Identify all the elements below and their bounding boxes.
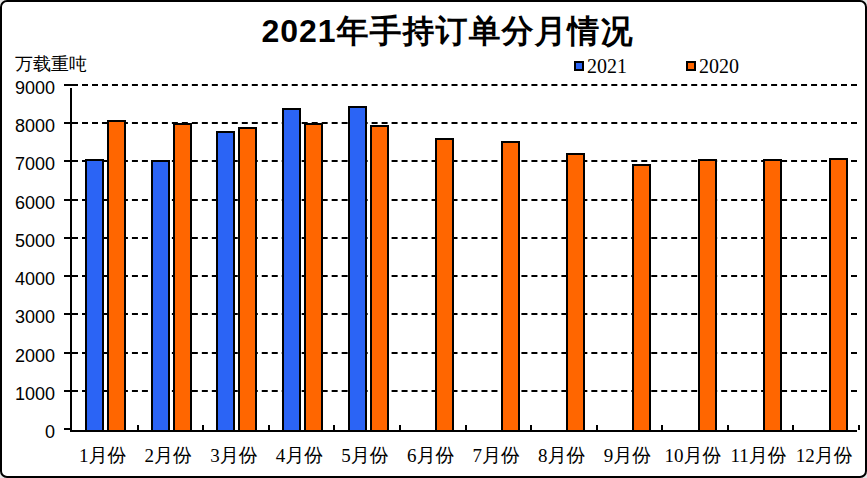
bar-2020-8月份 (566, 153, 585, 430)
gridline-9000 (72, 84, 857, 86)
y-axis-labels: 0100020003000400050006000700080009000 (2, 88, 58, 432)
x-axis-label-12月份: 12月份 (791, 444, 857, 468)
bar-2020-7月份 (501, 141, 520, 430)
bar-2021-4月份 (282, 108, 301, 430)
x-axis-boundary-tick-8 (596, 425, 598, 430)
x-axis-label-9月份: 9月份 (595, 444, 661, 468)
bar-2021-2月份 (151, 160, 170, 430)
y-axis-tick-7000 (64, 160, 72, 162)
x-axis-boundary-tick-2 (202, 425, 204, 430)
x-axis-boundary-tick-10 (727, 425, 729, 430)
y-axis-label-1000: 1000 (0, 383, 55, 405)
x-axis-label-5月份: 5月份 (332, 444, 398, 468)
y-axis-tick-5000 (64, 237, 72, 239)
bar-2021-1月份 (85, 159, 104, 430)
legend-item-2021: 2021 (574, 57, 627, 75)
y-axis-label-8000: 8000 (0, 115, 55, 137)
bar-2020-3月份 (238, 127, 257, 430)
bar-2020-2月份 (173, 123, 192, 430)
y-axis-label-0: 0 (0, 421, 55, 443)
plot-area (70, 88, 857, 432)
x-axis-boundary-tick-1 (137, 425, 139, 430)
y-axis-tick-0 (64, 428, 72, 430)
y-axis-label-2000: 2000 (0, 345, 55, 367)
y-axis-label-6000: 6000 (0, 192, 55, 214)
legend-label-2021: 2021 (587, 57, 627, 75)
y-axis-tick-6000 (64, 199, 72, 201)
x-axis-labels: 1月份2月份3月份4月份5月份6月份7月份8月份9月份10月份11月份12月份 (70, 444, 857, 472)
bar-2021-5月份 (348, 106, 367, 431)
x-axis-boundary-tick-5 (399, 425, 401, 430)
bar-2020-1月份 (107, 120, 126, 430)
bar-2020-4月份 (304, 123, 323, 430)
y-axis-tick-8000 (64, 122, 72, 124)
legend-swatch-2020 (686, 61, 696, 71)
x-axis-boundary-tick-12 (858, 425, 860, 430)
y-axis-unit-label: 万载重吨 (15, 52, 87, 76)
x-axis-boundary-tick-3 (268, 425, 270, 430)
x-axis-boundary-tick-9 (661, 425, 663, 430)
y-axis-label-7000: 7000 (0, 153, 55, 175)
chart-frame: 2021年手持订单分月情况 万载重吨 2021 2020 0 1000 2000 30… (0, 0, 867, 478)
x-axis-label-4月份: 4月份 (267, 444, 333, 468)
bar-2020-12月份 (829, 158, 848, 430)
y-axis-tick-4000 (64, 275, 72, 277)
chart-title: 2021年手持订单分月情况 (16, 10, 867, 54)
x-axis-label-6月份: 6月份 (398, 444, 464, 468)
x-axis-label-11月份: 11月份 (726, 444, 792, 468)
y-axis-label-3000: 3000 (0, 306, 55, 328)
x-axis-boundary-tick-7 (530, 425, 532, 430)
x-axis-label-1月份: 1月份 (70, 444, 136, 468)
y-axis-tick-1000 (64, 390, 72, 392)
x-axis-label-8月份: 8月份 (529, 444, 595, 468)
bar-2020-9月份 (632, 164, 651, 430)
y-axis-label-4000: 4000 (0, 268, 55, 290)
x-axis-boundary-tick-4 (333, 425, 335, 430)
bar-2020-11月份 (763, 159, 782, 430)
bar-2020-6月份 (435, 138, 454, 430)
x-axis-label-7月份: 7月份 (464, 444, 530, 468)
y-axis-tick-2000 (64, 352, 72, 354)
y-axis-tick-3000 (64, 313, 72, 315)
x-axis-label-10月份: 10月份 (660, 444, 726, 468)
x-axis-boundary-tick-6 (465, 425, 467, 430)
bar-2020-5月份 (370, 125, 389, 430)
legend-swatch-2021 (574, 61, 584, 71)
x-axis-boundary-tick-11 (792, 425, 794, 430)
y-axis-tick-9000 (64, 84, 72, 86)
legend-item-2020: 2020 (686, 57, 739, 75)
y-axis-label-5000: 5000 (0, 230, 55, 252)
y-axis-label-9000: 9000 (0, 77, 55, 99)
legend-label-2020: 2020 (699, 57, 739, 75)
x-axis-label-3月份: 3月份 (201, 444, 267, 468)
bar-2020-10月份 (698, 159, 717, 430)
bar-2021-3月份 (216, 131, 235, 430)
x-axis-label-2月份: 2月份 (136, 444, 202, 468)
